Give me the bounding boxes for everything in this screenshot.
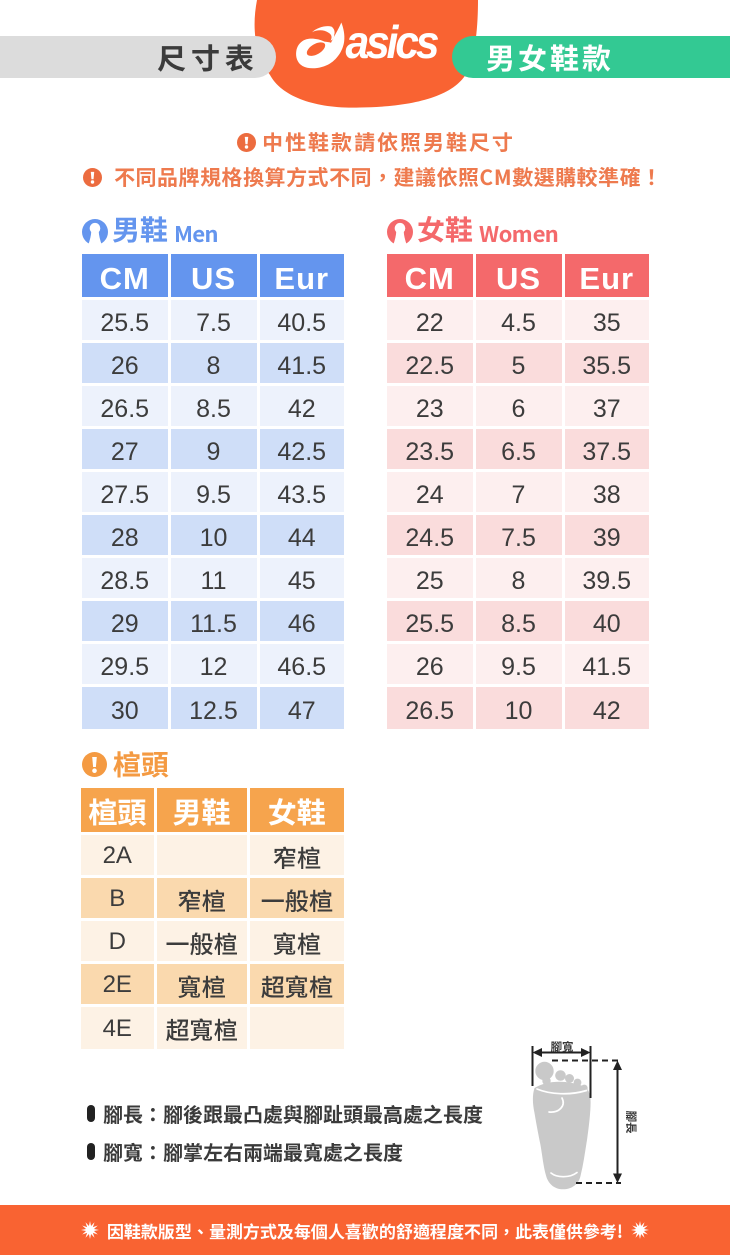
svg-text:腳長: 腳長 xyxy=(623,1111,639,1134)
svg-text:asics: asics xyxy=(346,18,439,69)
svg-text:腳寬: 腳寬 xyxy=(551,1039,574,1055)
